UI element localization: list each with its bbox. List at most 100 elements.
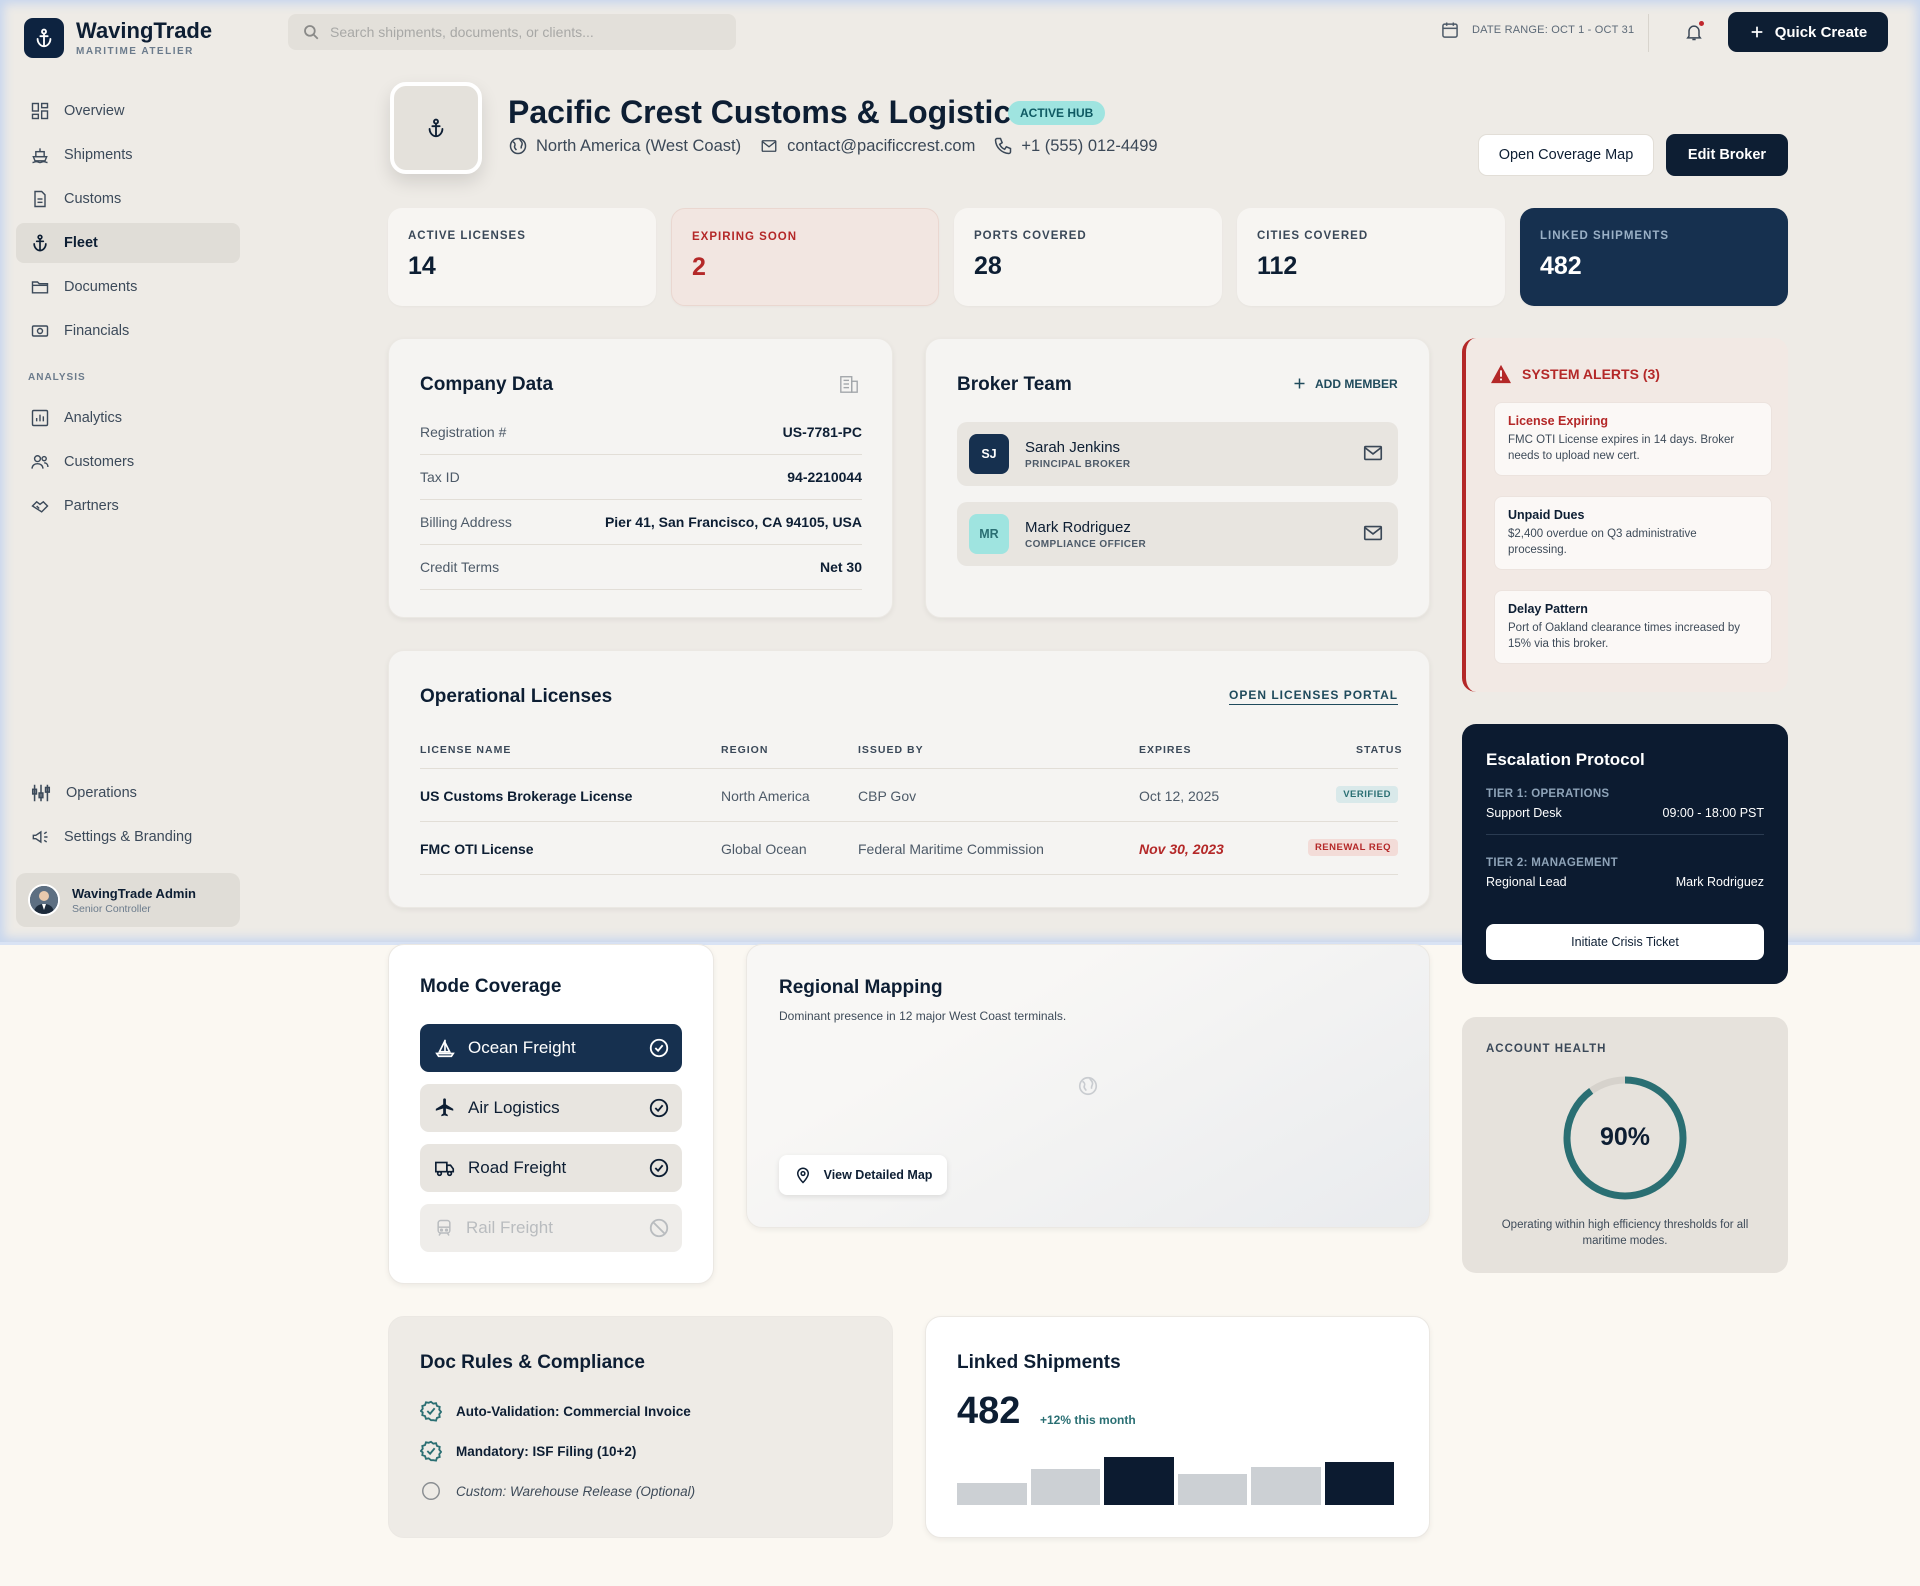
health-caption: Operating within high efficiency thresho…: [1501, 1219, 1749, 1248]
sidebar-item-customers[interactable]: Customers: [16, 442, 240, 482]
doc-rules-title: Doc Rules & Compliance: [420, 1352, 645, 1373]
region-info: North America (West Coast): [508, 136, 741, 156]
sidebar-item-overview[interactable]: Overview: [16, 91, 240, 131]
initiate-crisis-ticket-button[interactable]: Initiate Crisis Ticket: [1486, 924, 1764, 960]
table-row[interactable]: US Customs Brokerage License North Ameri…: [420, 770, 1398, 822]
notifications-button[interactable]: [1680, 18, 1708, 46]
handshake-icon: [31, 500, 49, 513]
grid-icon: [31, 102, 49, 120]
tier-detail: Mark Rodriguez: [1675, 875, 1764, 889]
sidebar-item-analytics[interactable]: Analytics: [16, 398, 240, 438]
quick-create-button[interactable]: Quick Create: [1728, 12, 1888, 52]
empty-circle-icon: [422, 1482, 440, 1500]
blocked-icon: [649, 1218, 669, 1238]
mode-road-freight[interactable]: Road Freight: [420, 1144, 682, 1192]
brand-subtitle: MARITIME ATELIER: [76, 46, 194, 57]
member-initials: MR: [969, 514, 1009, 554]
company-data-row: Tax ID 94-2210044: [420, 469, 862, 500]
column-header: ISSUED BY: [858, 744, 924, 756]
open-coverage-map-button[interactable]: Open Coverage Map: [1478, 134, 1654, 176]
view-detailed-map-label: View Detailed Map: [823, 1168, 933, 1182]
mode-ocean-freight[interactable]: Ocean Freight: [420, 1024, 682, 1072]
row-key: Tax ID: [420, 469, 460, 485]
brand-logo[interactable]: [24, 18, 64, 58]
avatar: [28, 884, 60, 916]
team-member-row[interactable]: SJ Sarah Jenkins PRINCIPAL BROKER: [957, 422, 1398, 486]
alerts-title: SYSTEM ALERTS (3): [1522, 366, 1660, 382]
edit-broker-button[interactable]: Edit Broker: [1666, 134, 1788, 176]
sidebar-item-fleet[interactable]: Fleet: [16, 223, 240, 263]
alert-body: $2,400 overdue on Q3 administrative proc…: [1508, 528, 1697, 556]
linked-shipments-value: 482: [957, 1390, 1021, 1432]
sidebar-item-documents[interactable]: Documents: [16, 267, 240, 307]
sidebar-item-settings-branding[interactable]: Settings & Branding: [16, 817, 240, 857]
table-row[interactable]: FMC OTI License Global Ocean Federal Mar…: [420, 823, 1398, 875]
alert-item[interactable]: License Expiring FMC OTI License expires…: [1494, 402, 1772, 477]
mode-rail-freight[interactable]: Rail Freight: [420, 1204, 682, 1252]
sidebar-item-label: Financials: [64, 323, 130, 339]
sidebar-section-analysis: ANALYSIS: [28, 372, 86, 383]
quick-create-label: Quick Create: [1774, 23, 1868, 41]
row-value: Net 30: [819, 559, 862, 575]
regional-mapping-subtitle: Dominant presence in 12 major West Coast…: [779, 1009, 1067, 1023]
sidebar-item-label: Fleet: [64, 235, 98, 251]
stat-label: EXPIRING SOON: [692, 231, 798, 243]
stat-label: ACTIVE LICENSES: [408, 230, 526, 242]
sidebar-item-label: Operations: [66, 785, 137, 801]
search-bar[interactable]: [288, 14, 736, 50]
check-circle-icon: [649, 1098, 669, 1118]
mail-icon[interactable]: [1362, 522, 1384, 544]
regional-mapping-card: Regional Mapping Dominant presence in 12…: [746, 944, 1430, 1228]
phone-info[interactable]: +1 (555) 012-4499: [993, 136, 1158, 156]
account-health-card: ACCOUNT HEALTH 90% Operating within high…: [1462, 1017, 1788, 1273]
doc-rules-card: [388, 1316, 893, 1538]
rule-item[interactable]: Custom: Warehouse Release (Optional): [420, 1480, 695, 1502]
rule-item[interactable]: Auto-Validation: Commercial Invoice: [420, 1400, 691, 1422]
mail-icon[interactable]: [1362, 442, 1384, 464]
date-range[interactable]: DATE RANGE: OCT 1 - OCT 31: [1440, 20, 1634, 40]
money-icon: [31, 325, 49, 337]
tier-label: TIER 1: OPERATIONS: [1486, 788, 1610, 800]
mail-icon: [761, 140, 777, 152]
linked-shipments-title: Linked Shipments: [957, 1352, 1121, 1373]
shipment-bar: [1251, 1466, 1321, 1505]
status-badge: ACTIVE HUB: [1008, 101, 1106, 125]
user-role: Senior Controller: [72, 902, 151, 915]
licenses-card: [388, 650, 1430, 908]
ship-icon: [32, 148, 48, 164]
topbar-divider: [1648, 14, 1649, 52]
sidebar-item-customs[interactable]: Customs: [16, 179, 240, 219]
sidebar-item-operations[interactable]: Operations: [16, 773, 240, 813]
rule-item[interactable]: Mandatory: ISF Filing (10+2): [420, 1440, 636, 1462]
map-pin-icon: [796, 1167, 809, 1184]
alert-item[interactable]: Delay Pattern Port of Oakland clearance …: [1494, 590, 1772, 665]
sidebar-item-label: Customers: [64, 454, 135, 470]
sidebar-item-shipments[interactable]: Shipments: [16, 135, 240, 175]
member-name: Sarah Jenkins: [1025, 438, 1121, 456]
member-role: COMPLIANCE OFFICER: [1025, 538, 1147, 550]
view-detailed-map-button[interactable]: View Detailed Map: [779, 1155, 947, 1195]
column-header: REGION: [721, 744, 769, 756]
open-licenses-portal-link[interactable]: OPEN LICENSES PORTAL: [1229, 688, 1399, 705]
health-gauge-arc: [1563, 1076, 1687, 1200]
add-member-button[interactable]: ADD MEMBER: [1292, 376, 1398, 391]
column-header: LICENSE NAME: [420, 744, 512, 756]
linked-shipments-change: +12% this month: [1040, 1413, 1136, 1427]
tier-role: Regional Lead: [1486, 875, 1567, 889]
escalation-tier: TIER 2: MANAGEMENT Regional Lead Mark Rod…: [1486, 857, 1764, 889]
broker-team-title: Broker Team: [957, 374, 1072, 395]
stat-linked-shipments: LINKED SHIPMENTS 482: [1520, 208, 1788, 306]
email-info[interactable]: contact@pacificcrest.com: [759, 137, 975, 156]
shipments-bar-chart: [957, 1455, 1398, 1505]
brand-name: WavingTrade: [76, 18, 213, 43]
contact-info: North America (West Coast) contact@pacif…: [508, 136, 1158, 156]
sailboat-icon: [435, 1039, 455, 1058]
user-profile-card[interactable]: WavingTrade Admin Senior Controller: [16, 873, 240, 927]
sidebar-item-financials[interactable]: Financials: [16, 311, 240, 351]
sidebar-item-partners[interactable]: Partners: [16, 486, 240, 526]
alert-item[interactable]: Unpaid Dues $2,400 overdue on Q3 adminis…: [1494, 496, 1772, 571]
sidebar-item-label: Settings & Branding: [64, 829, 193, 845]
team-member-row[interactable]: MR Mark Rodriguez COMPLIANCE OFFICER: [957, 502, 1398, 566]
mode-air-logistics[interactable]: Air Logistics: [420, 1084, 682, 1132]
search-input[interactable]: [330, 24, 710, 40]
